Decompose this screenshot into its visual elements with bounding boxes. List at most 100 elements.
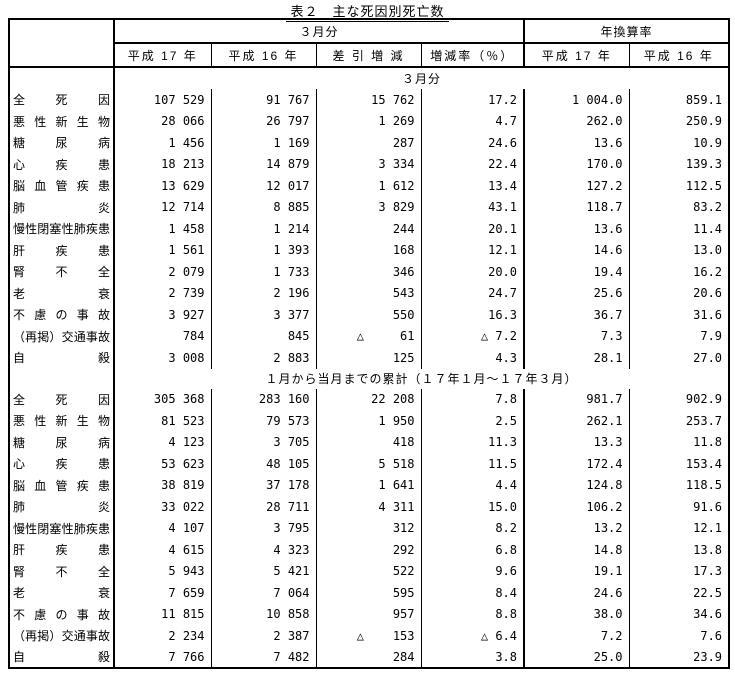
- cause-label: 慢性閉塞性肺疾患: [9, 517, 115, 539]
- value-cell: 31.6: [628, 304, 730, 326]
- table-row: 悪性新生物 28 066 26 797 1 269 4.7 262.0 250.9: [9, 110, 730, 132]
- value-cell: 2 234: [113, 625, 211, 647]
- table-row: 心疾患 18 213 14 879 3 334 22.4 170.0 139.3: [9, 153, 730, 175]
- value-cell: 7 659: [113, 582, 211, 604]
- cause-label: 肝疾患: [9, 239, 115, 261]
- table-row: 全死因 107 529 91 767 15 762 17.2 1 004.0 859.1: [9, 89, 730, 111]
- value-cell: 18 213: [113, 153, 211, 175]
- value-cell: 19.1: [523, 560, 630, 582]
- value-cell: 22.5: [628, 582, 730, 604]
- value-cell: 3.8: [420, 646, 525, 668]
- value-cell: 2 883: [210, 347, 316, 369]
- cause-label: 肝疾患: [9, 539, 115, 561]
- value-cell: 13.6: [523, 218, 630, 240]
- cause-label: 自殺: [9, 347, 115, 369]
- col-header-h17-month: 平成 17 年: [113, 43, 211, 68]
- value-cell: 91 767: [210, 89, 316, 111]
- value-cell: 37 178: [210, 474, 316, 496]
- value-cell: △ 61: [315, 325, 421, 347]
- value-cell: 53 623: [113, 453, 211, 475]
- table-row: 慢性閉塞性肺疾患 1 458 1 214 244 20.1 13.6 11.4: [9, 218, 730, 240]
- value-cell: 17.3: [628, 560, 730, 582]
- section-heading-row: １月から当月までの累計（１７年１月～１７年３月）: [9, 368, 729, 389]
- value-cell: 784: [113, 325, 211, 347]
- value-cell: 14.6: [523, 239, 630, 261]
- value-cell: 10.9: [628, 132, 730, 154]
- value-cell: 172.4: [523, 453, 630, 475]
- value-cell: 25.6: [523, 282, 630, 304]
- cause-label: 不慮の事故: [9, 304, 115, 326]
- value-cell: 1 004.0: [523, 89, 630, 111]
- value-cell: 2 739: [113, 282, 211, 304]
- table-row: 全死因 305 368 283 160 22 208 7.8 981.7 902.9: [9, 388, 730, 410]
- value-cell: 28 066: [113, 110, 211, 132]
- value-cell: 2 196: [210, 282, 316, 304]
- col-header-difference: 差 引 増 減: [315, 43, 421, 68]
- value-cell: 7 482: [210, 646, 316, 668]
- value-cell: 11 815: [113, 603, 211, 625]
- value-cell: 7 064: [210, 582, 316, 604]
- value-cell: 8 885: [210, 196, 316, 218]
- value-cell: △ 6.4: [420, 625, 525, 647]
- col-header-change-rate: 増減率（％）: [420, 43, 525, 68]
- value-cell: 26 797: [210, 110, 316, 132]
- value-cell: 13.8: [628, 539, 730, 561]
- table-row: 老衰 7 659 7 064 595 8.4 24.6 22.5: [9, 582, 730, 604]
- value-cell: 81 523: [113, 410, 211, 432]
- value-cell: 1 169: [210, 132, 316, 154]
- value-cell: 13.0: [628, 239, 730, 261]
- value-cell: 24.7: [420, 282, 525, 304]
- value-cell: 4 311: [315, 496, 421, 518]
- table-row: 自殺 3 008 2 883 125 4.3 28.1 27.0: [9, 347, 730, 369]
- cause-label: 老衰: [9, 582, 115, 604]
- value-cell: 283 160: [210, 388, 316, 410]
- value-cell: 3 334: [315, 153, 421, 175]
- value-cell: 11.3: [420, 431, 525, 453]
- cause-label: 脳血管疾患: [9, 474, 115, 496]
- value-cell: 543: [315, 282, 421, 304]
- value-cell: 170.0: [523, 153, 630, 175]
- table-row: 腎不全 5 943 5 421 522 9.6 19.1 17.3: [9, 560, 730, 582]
- value-cell: 3 927: [113, 304, 211, 326]
- value-cell: 4 615: [113, 539, 211, 561]
- value-cell: 1 269: [315, 110, 421, 132]
- value-cell: 28.1: [523, 347, 630, 369]
- value-cell: 845: [210, 325, 316, 347]
- table-row: 糖尿病 1 456 1 169 287 24.6 13.6 10.9: [9, 132, 730, 154]
- section-heading: １月から当月までの累計（１７年１月～１７年３月）: [265, 372, 578, 386]
- value-cell: 11.4: [628, 218, 730, 240]
- value-cell: 346: [315, 261, 421, 283]
- table-row: 糖尿病 4 123 3 705 418 11.3 13.3 11.8: [9, 431, 730, 453]
- value-cell: 14 879: [210, 153, 316, 175]
- value-cell: 48 105: [210, 453, 316, 475]
- value-cell: 12.1: [628, 517, 730, 539]
- value-cell: 12 714: [113, 196, 211, 218]
- value-cell: 3 829: [315, 196, 421, 218]
- cause-label: （再掲）交通事故: [9, 625, 115, 647]
- table-row: 心疾患 53 623 48 105 5 518 11.5 172.4 153.4: [9, 453, 730, 475]
- table-row: 肺炎 33 022 28 711 4 311 15.0 106.2 91.6: [9, 496, 730, 518]
- value-cell: 12 017: [210, 175, 316, 197]
- cause-label: （再掲）交通事故: [9, 325, 115, 347]
- value-cell: 305 368: [113, 388, 211, 410]
- value-cell: 7.8: [420, 388, 525, 410]
- value-cell: 112.5: [628, 175, 730, 197]
- value-cell: 550: [315, 304, 421, 326]
- corner-cell: [9, 19, 115, 68]
- col-header-h16-month: 平成 16 年: [210, 43, 316, 68]
- value-cell: 4.4: [420, 474, 525, 496]
- value-cell: 127.2: [523, 175, 630, 197]
- value-cell: 20.6: [628, 282, 730, 304]
- cause-label: 不慮の事故: [9, 603, 115, 625]
- value-cell: 24.6: [523, 582, 630, 604]
- value-cell: 250.9: [628, 110, 730, 132]
- value-cell: 8.2: [420, 517, 525, 539]
- value-cell: 22 208: [315, 388, 421, 410]
- value-cell: 7.9: [628, 325, 730, 347]
- value-cell: 8.4: [420, 582, 525, 604]
- value-cell: 91.6: [628, 496, 730, 518]
- col-group-march: ３月分: [114, 19, 525, 44]
- value-cell: 124.8: [523, 474, 630, 496]
- value-cell: 20.0: [420, 261, 525, 283]
